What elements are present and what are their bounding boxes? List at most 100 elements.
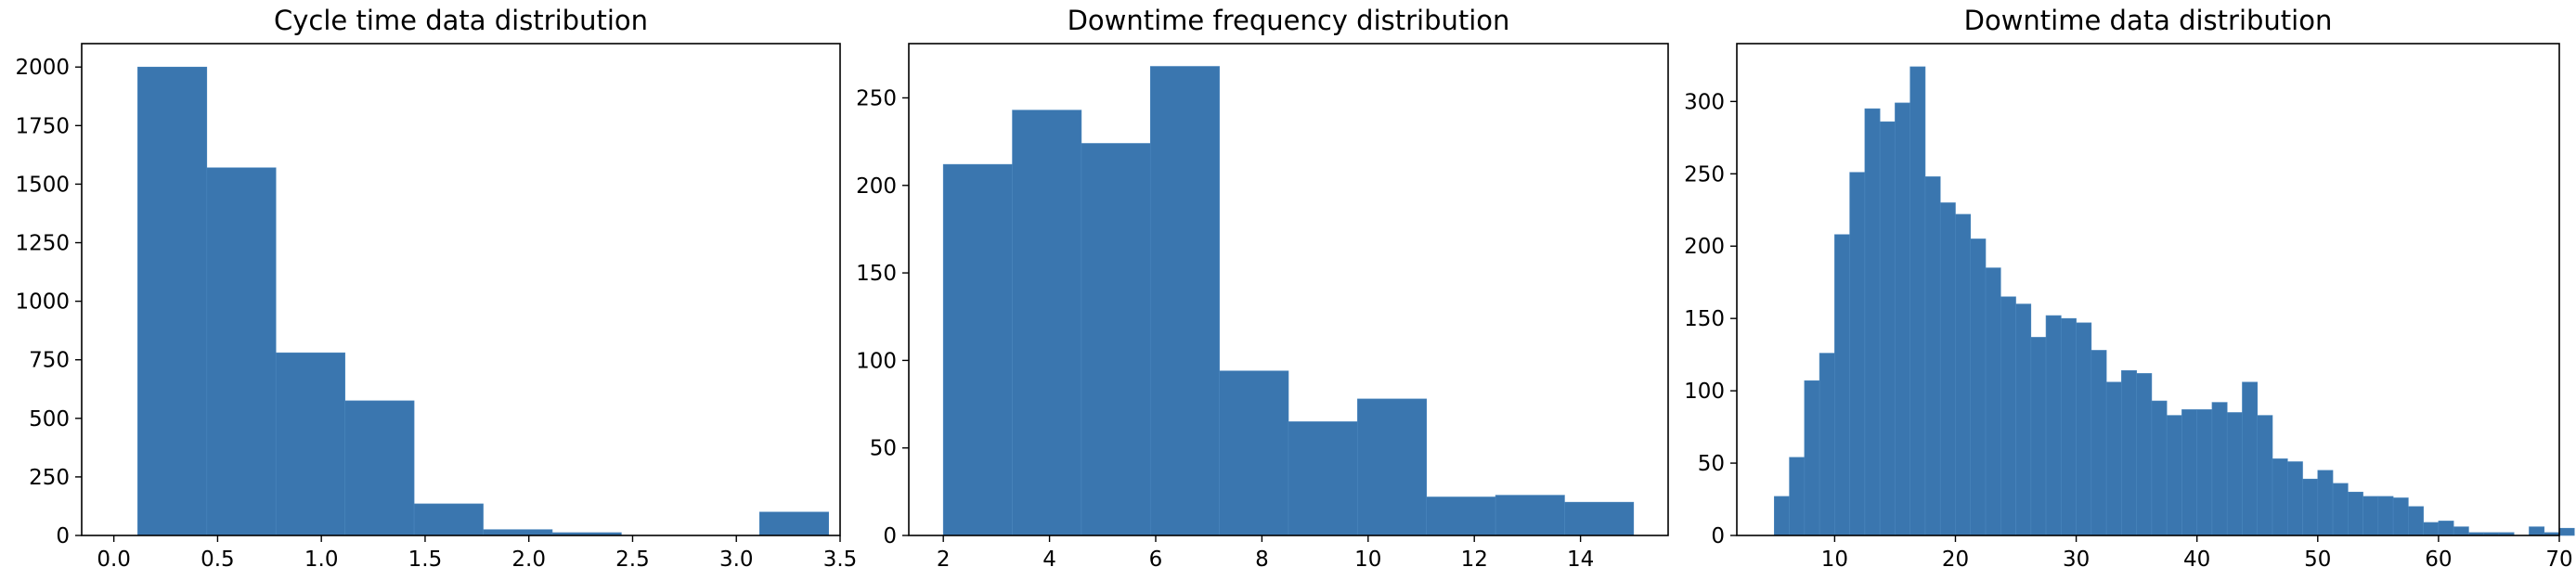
chart-panel: 2 4 6 8 10 12 14 0 50 100 150 200 250 Downtime freque… xyxy=(856,5,1669,572)
y-tick-label: 100 xyxy=(856,349,897,373)
histogram-bar xyxy=(1955,213,1972,536)
y-tick-label: 750 xyxy=(29,349,70,373)
histogram-bar xyxy=(1864,108,1881,536)
histogram-bar xyxy=(1564,501,1635,536)
x-tick-label: 2.5 xyxy=(615,548,650,572)
x-tick-label: 30 xyxy=(2063,548,2090,572)
histogram-bar xyxy=(1219,370,1289,536)
histogram-bar xyxy=(2317,470,2334,536)
y-tick-label: 200 xyxy=(1684,235,1725,259)
histogram-bar xyxy=(2061,317,2077,536)
histogram-bar xyxy=(1849,172,1866,536)
histogram-bar xyxy=(2000,296,2016,536)
histogram-bar xyxy=(2030,337,2047,536)
histogram-bar xyxy=(1081,143,1151,536)
histogram-bar xyxy=(1426,496,1496,536)
y-tick-label: 0 xyxy=(883,524,897,548)
y-tick-label: 1250 xyxy=(15,232,70,256)
histogram-bar xyxy=(2286,461,2303,536)
chart-panel: 10 20 30 40 50 60 70 0 50 100 150 200 250 300 Downtime… xyxy=(1684,5,2575,572)
histogram-bar xyxy=(483,529,553,536)
histogram-bar xyxy=(1924,176,1941,536)
y-tick-label: 50 xyxy=(870,437,897,461)
x-tick-label: 70 xyxy=(2545,548,2572,572)
histogram-bar xyxy=(1288,421,1358,536)
y-tick-label: 0 xyxy=(1711,524,1725,548)
chart-title: Cycle time data distribution xyxy=(274,5,648,36)
y-tick-label: 200 xyxy=(856,174,897,199)
histogram-bar xyxy=(2121,369,2137,536)
chart-title: Downtime frequency distribution xyxy=(1068,5,1510,36)
histogram-bar xyxy=(1879,121,1896,536)
histogram-bar xyxy=(413,503,484,536)
histogram-bar xyxy=(1985,267,2001,536)
x-tick-label: 6 xyxy=(1149,548,1163,572)
y-tick-label: 250 xyxy=(1684,162,1725,187)
histogram-bar xyxy=(2166,415,2182,536)
x-tick-label: 1.5 xyxy=(408,548,443,572)
x-tick-label: 2.0 xyxy=(511,548,546,572)
histogram-bar xyxy=(2045,315,2062,536)
histogram-bar xyxy=(1895,102,1910,536)
histogram-bar xyxy=(2392,497,2409,536)
histogram-bar xyxy=(2136,373,2153,536)
histogram-bar xyxy=(2362,496,2379,536)
x-tick-label: 14 xyxy=(1567,548,1594,572)
histogram-bar xyxy=(1149,66,1220,536)
histogram-bar xyxy=(1970,238,1987,536)
y-tick-label: 250 xyxy=(856,86,897,110)
histogram-bar xyxy=(2558,527,2575,536)
y-tick-label: 250 xyxy=(29,466,70,490)
histogram-bar xyxy=(2226,412,2243,536)
histogram-bar xyxy=(2408,506,2424,536)
x-tick-label: 1.0 xyxy=(304,548,339,572)
axes-frame xyxy=(1736,43,2560,536)
histogram-bar xyxy=(1789,457,1806,536)
histogram-bar xyxy=(1819,353,1835,536)
histogram-bar xyxy=(1495,495,1565,536)
y-tick-label: 2000 xyxy=(15,56,70,80)
x-tick-label: 2 xyxy=(937,548,951,572)
x-tick-label: 20 xyxy=(1942,548,1969,572)
y-tick-label: 150 xyxy=(1684,307,1725,331)
y-tick-label: 150 xyxy=(856,262,897,286)
x-tick-label: 0.0 xyxy=(97,548,131,572)
histogram-bar xyxy=(1804,380,1820,536)
x-tick-label: 10 xyxy=(1821,548,1848,572)
histogram-bar xyxy=(758,511,830,536)
histogram-bar xyxy=(1834,234,1850,536)
histogram-bar xyxy=(942,163,1013,536)
histogram-bar xyxy=(2015,303,2032,536)
x-tick-label: 10 xyxy=(1354,548,1381,572)
histogram-bar xyxy=(2348,491,2363,536)
histogram-bar xyxy=(344,400,415,536)
x-tick-label: 50 xyxy=(2304,548,2331,572)
y-tick-label: 500 xyxy=(29,407,70,432)
histogram-bar xyxy=(2453,526,2469,536)
y-tick-label: 300 xyxy=(1684,90,1725,114)
histogram-bar xyxy=(1909,66,1926,536)
histogram-bar xyxy=(2377,496,2394,536)
histogram-bar xyxy=(1774,496,1790,536)
y-tick-label: 50 xyxy=(1698,452,1725,476)
histogram-bar xyxy=(2257,415,2273,536)
histogram-bar xyxy=(2272,458,2288,536)
histogram-bar xyxy=(2076,322,2092,536)
y-tick-label: 100 xyxy=(1684,380,1725,404)
histogram-bar xyxy=(206,167,277,536)
histogram-bar xyxy=(2302,478,2319,536)
axes-frame xyxy=(908,43,1669,536)
histogram-bar xyxy=(2151,400,2168,536)
y-tick-label: 0 xyxy=(56,524,70,548)
x-tick-label: 8 xyxy=(1255,548,1269,572)
histogram-bar xyxy=(1012,110,1082,536)
x-tick-label: 40 xyxy=(2183,548,2210,572)
x-tick-label: 3.0 xyxy=(719,548,754,572)
chart-panel: 0.0 0.5 1.0 1.5 2.0 2.5 3.0 3.5 0 250 500 750 1000 12… xyxy=(15,5,857,572)
histogram-bar xyxy=(2196,409,2213,536)
histogram-bar xyxy=(2529,526,2545,536)
y-tick-label: 1000 xyxy=(15,290,70,315)
histogram-bar xyxy=(137,66,208,536)
histogram-bar xyxy=(2181,409,2197,536)
